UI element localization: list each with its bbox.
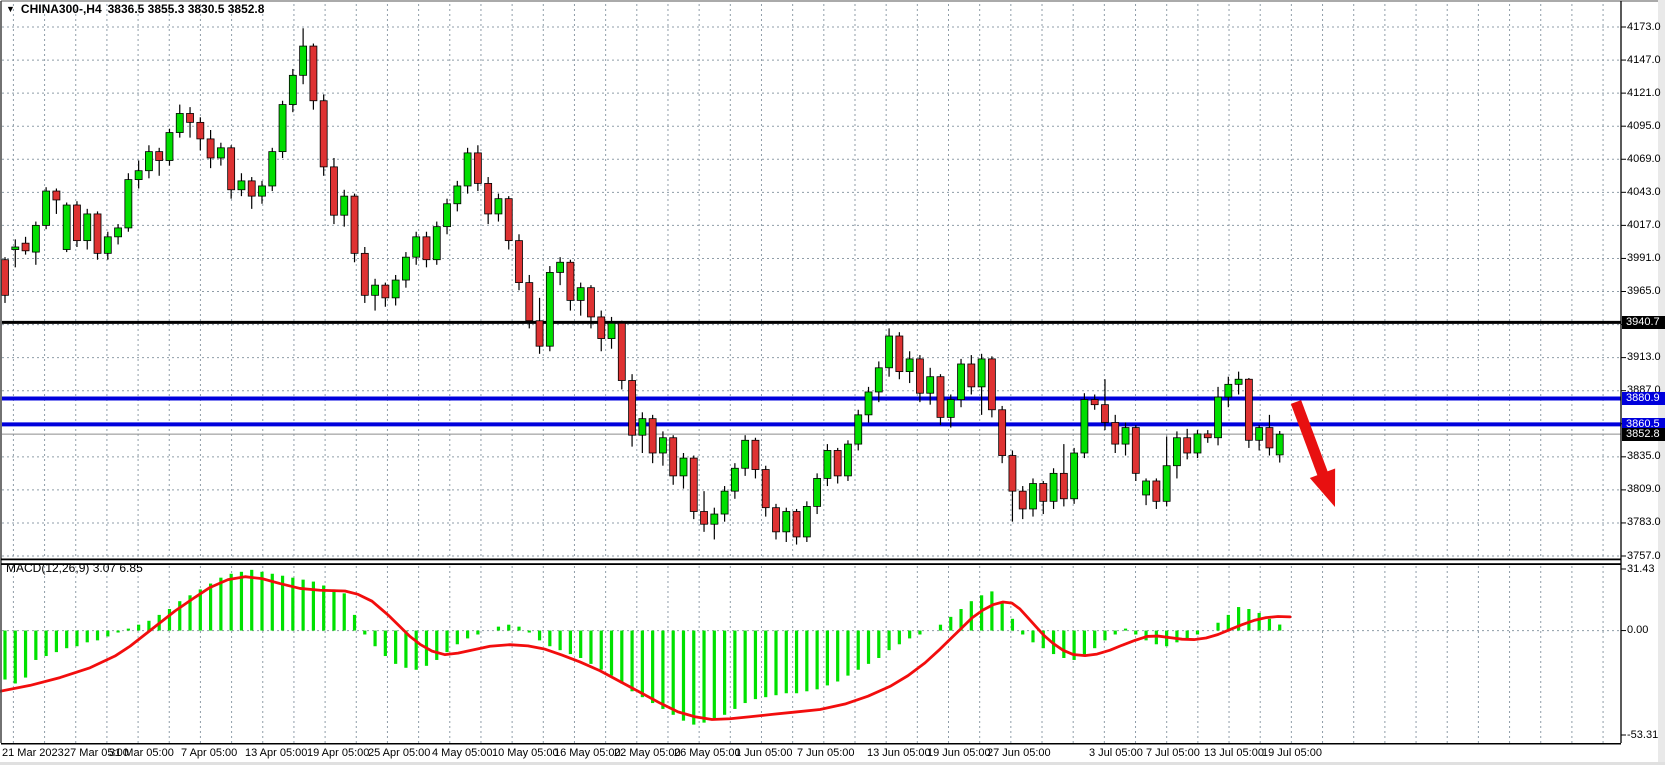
time-axis-label: 7 Apr 05:00 — [181, 747, 238, 759]
quote-ohlc-text: 3836.5 3855.3 3830.5 3852.8 — [107, 2, 265, 16]
price-line-label-3880.9: 3880.9 — [1622, 391, 1665, 405]
indicator-axis-label: -53.31 — [1627, 728, 1659, 741]
symbol-dropdown-icon[interactable]: ▼ — [6, 4, 15, 14]
price-axis-label: 3757.0 — [1627, 549, 1661, 562]
macd-histogram — [3, 569, 1282, 725]
price-axis-label: 4043.0 — [1627, 185, 1661, 198]
time-axis-label: 19 Jun 05:00 — [927, 747, 991, 759]
symbol-title: CHINA300-,H4 — [20, 2, 102, 16]
time-axis-label: 4 May 05:00 — [432, 747, 493, 759]
indicator-axis-label: 31.43 — [1627, 562, 1655, 575]
price-axis-label: 4095.0 — [1627, 119, 1661, 132]
macd-signal-line — [0, 575, 1292, 721]
price-axis-label: 4121.0 — [1627, 86, 1661, 99]
price-axis-label: 3965.0 — [1627, 285, 1661, 297]
price-axis-label: 3835.0 — [1627, 450, 1661, 463]
panel-separator[interactable] — [1, 558, 1621, 561]
time-axis-label: 10 May 05:00 — [492, 747, 559, 759]
price-axis-label: 3809.0 — [1627, 483, 1661, 496]
price-line-label-3940.7: 3940.7 — [1622, 315, 1665, 329]
time-axis-label: 13 Jun 05:00 — [867, 747, 931, 759]
window-right-edge — [1658, 0, 1665, 765]
time-axis-label: 13 Apr 05:00 — [245, 747, 308, 759]
price-axis-label: 3913.0 — [1627, 351, 1661, 364]
price-line-label-3860.5: 3860.5 — [1622, 417, 1665, 431]
chart-title-row: ▼ CHINA300-,H4 3836.5 3855.3 3830.5 3852… — [6, 2, 264, 16]
horizontal-price-lines[interactable] — [2, 320, 1621, 435]
time-axis-label: 7 Jun 05:00 — [797, 747, 855, 759]
time-axis-label: 19 Jul 05:00 — [1262, 747, 1322, 759]
candles — [1, 28, 1284, 545]
time-axis-label: 21 Mar 2023 — [2, 747, 64, 759]
time-axis-label: 7 Jul 05:00 — [1146, 747, 1200, 759]
time-axis-label: 27 Jun 05:00 — [987, 747, 1051, 759]
time-axis-label: 19 Apr 05:00 — [307, 747, 370, 759]
price-axis-label: 4069.0 — [1627, 152, 1661, 165]
time-axis-label: 16 May 05:00 — [554, 747, 621, 759]
time-axis-label: 13 Jul 05:00 — [1204, 747, 1264, 759]
time-axis-label: 25 Apr 05:00 — [368, 747, 431, 759]
time-axis-label: 31 Mar 05:00 — [109, 747, 174, 759]
price-axis-label: 3991.0 — [1627, 251, 1661, 264]
indicator-label: MACD(12,26,9) 3.07 6.85 — [6, 561, 143, 575]
window-bottom-edge — [0, 762, 1665, 765]
price-line-label-3852.8: 3852.8 — [1622, 427, 1665, 441]
down-arrow-annotation[interactable] — [1290, 400, 1336, 507]
time-axis-label: 3 Jul 05:00 — [1089, 747, 1143, 759]
panel-borders — [0, 0, 1664, 745]
time-axis-label: 27 Mar 05:00 — [64, 747, 129, 759]
time-axis-label: 26 May 05:00 — [674, 747, 741, 759]
grid-lines — [2, 4, 1621, 743]
price-axis-label: 4147.0 — [1627, 53, 1661, 66]
indicator-axis-label: 0.00 — [1627, 624, 1649, 637]
price-axis-label: 4017.0 — [1627, 218, 1661, 231]
time-axis-label: 1 Jun 05:00 — [735, 747, 793, 759]
price-axis-label: 4173.0 — [1627, 20, 1661, 33]
price-axis-label: 3783.0 — [1627, 516, 1661, 529]
time-axis-label: 22 May 05:00 — [614, 747, 681, 759]
